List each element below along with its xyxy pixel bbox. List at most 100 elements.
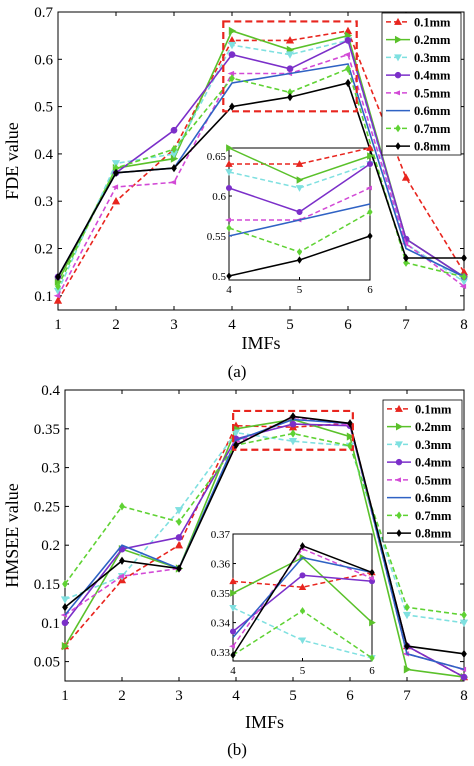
hmsee-point-1-5: [346, 432, 355, 441]
hmsee-y-tick-label-1: 0.1: [41, 616, 60, 632]
hmsee-legend-label-0: 0.1mm: [415, 402, 452, 416]
hmsee-inset-x-tick-label-2: 6: [369, 665, 375, 677]
hmsee-legend-label-3: 0.4mm: [415, 456, 452, 470]
fde-point-7-1: [113, 168, 119, 177]
hmsee-series-line-7: [64, 415, 465, 655]
hmsee-point-3-2: [175, 534, 183, 541]
fde-point-6-7: [461, 272, 467, 282]
fde-inset-point-7-0: [226, 272, 232, 280]
hmsee-series-group: [60, 412, 469, 682]
fde-legend-label-6: 0.7mm: [414, 122, 451, 136]
fde-legend-label-1: 0.2mm: [414, 33, 451, 47]
hmsee-point-7-1: [119, 556, 125, 565]
hmsee-inset-point-6-2: [369, 654, 375, 662]
fde-inset-point-2-0: [225, 169, 233, 176]
hmsee-point-6-6: [404, 603, 410, 612]
hmsee-inset-point-2-1: [298, 637, 307, 645]
fde-inset-point-7-2: [367, 232, 373, 240]
fde-legend-label-2: 0.3mm: [414, 51, 451, 65]
hmsee-y-tick-label-5: 0.3: [41, 461, 60, 477]
chart-hmsee: 1 2 3 4 5 6 7 8 0.05 0.1 0.15 0.2 0.25 0.3 0.35 0.4 IMFs…: [2, 383, 469, 732]
hmsee-x-tick-label-1: 2: [118, 688, 126, 704]
fde-series-line-4: [57, 53, 465, 297]
hmsee-inset-point-0-1: [298, 583, 307, 591]
hmsee-inset-y-tick-label-3: 0.36: [211, 559, 231, 571]
fde-y-tick-label-5: 0.6: [34, 52, 53, 68]
fde-series-line-3: [57, 39, 465, 278]
fde-y-tick-label-6: 0.7: [34, 5, 53, 21]
hmsee-point-7-5: [347, 419, 353, 428]
hmsee-inset-y-tick-label-4: 0.37: [211, 529, 231, 541]
fde-inset-point-2-1: [295, 185, 304, 192]
fde-x-tick-label-4: 5: [286, 317, 294, 333]
hmsee-point-2-6: [402, 611, 412, 620]
hmsee-point-2-4: [288, 438, 298, 446]
hmsee-point-7-0: [62, 603, 68, 612]
fde-point-6-2: [171, 145, 177, 154]
fde-point-4-1: [111, 184, 119, 190]
hmsee-inset-x-tick-label-1: 5: [300, 665, 306, 677]
hmsee-x-tick-label-5: 6: [346, 688, 354, 704]
fde-inset-point-1-1: [296, 176, 304, 184]
fde-point-7-3: [229, 102, 235, 111]
fde-series-line-6: [57, 67, 465, 287]
hmsee-point-3-0: [61, 619, 69, 627]
hmsee-inset: 4 5 6 0.33 0.34 0.35 0.36 0.37: [211, 529, 376, 677]
hmsee-x-tick-label-2: 3: [175, 688, 183, 704]
fde-point-0-1: [111, 196, 121, 205]
hmsee-x-tick-label-3: 4: [232, 688, 240, 704]
hmsee-series-line-2: [64, 431, 465, 624]
hmsee-point-6-0: [62, 579, 68, 589]
fde-y-tick-label-3: 0.4: [34, 147, 53, 163]
fde-x-tick-label-3: 4: [228, 317, 236, 333]
hmsee-series-line-1: [64, 418, 465, 678]
fde-inset-point-1-0: [226, 144, 233, 152]
hmsee-x-tick-label-4: 5: [289, 688, 297, 704]
fde-legend-marker-7: [395, 142, 401, 151]
fde-point-0-0: [53, 296, 63, 304]
hmsee-point-2-7: [459, 619, 469, 628]
fde-point-4-3: [227, 70, 235, 77]
hmsee-inset-point-4-0: [228, 643, 235, 649]
hmsee-point-1-0: [61, 641, 70, 651]
fde-point-7-5: [345, 78, 351, 88]
hmsee-y-tick-label-6: 0.35: [34, 422, 60, 438]
hmsee-legend-label-7: 0.8mm: [415, 527, 452, 541]
fde-inset-x-tick-label-0: 4: [226, 284, 232, 296]
fde-series-line-7: [57, 82, 464, 278]
fde-x-axis-label: IMFs: [241, 333, 280, 353]
fde-legend-marker-3: [394, 71, 402, 79]
fde-x-tick-label-5: 6: [344, 317, 352, 333]
fde-point-7-4: [287, 93, 293, 102]
fde-inset-point-3-0: [225, 184, 233, 192]
fde-inset-x-tick-label-2: 6: [367, 284, 373, 296]
hmsee-point-6-2: [176, 517, 182, 527]
hmsee-legend-marker-7: [396, 529, 402, 538]
hmsee-highlight-box: [232, 409, 354, 451]
fde-legend-marker-2: [394, 54, 402, 62]
hmsee-inset-point-6-1: [299, 607, 306, 615]
fde-y-tick-label-0: 0.1: [34, 289, 53, 305]
fde-point-4-5: [343, 51, 351, 58]
hmsee-legend-label-4: 0.5mm: [415, 473, 452, 487]
fde-inset-point-4-2: [365, 185, 372, 191]
fde-inset-y-tick-label-0: 0.5: [212, 271, 226, 283]
hmsee-y-tick-label-3: 0.2: [41, 538, 60, 554]
fde-x-tick-label-2: 3: [170, 317, 178, 333]
hmsee-point-7-4: [290, 412, 296, 421]
fde-inset-point-4-0: [224, 217, 231, 223]
fde-point-4-7: [459, 283, 467, 289]
chart-fde: 1 2 3 4 5 6 7 8 0.1 0.2 0.3 0.4 0.5 0.6 0.7 IMFs FDE val…: [2, 5, 469, 353]
hmsee-point-2-2: [174, 507, 184, 515]
hmsee-legend-marker-6: [396, 511, 402, 520]
hmsee-inset-point-0-0: [229, 577, 237, 585]
fde-inset-x-tick-label-1: 5: [297, 284, 303, 296]
hmsee-x-axis-label: IMFs: [245, 712, 284, 732]
hmsee-point-2-0: [60, 596, 70, 604]
fde-point-7-7: [461, 253, 467, 263]
hmsee-inset-point-1-2: [369, 618, 376, 627]
hmsee-point-7-7: [461, 649, 467, 658]
hmsee-inset-x-tick-label-0: 4: [230, 665, 236, 677]
fde-y-tick-label-4: 0.5: [34, 100, 53, 116]
